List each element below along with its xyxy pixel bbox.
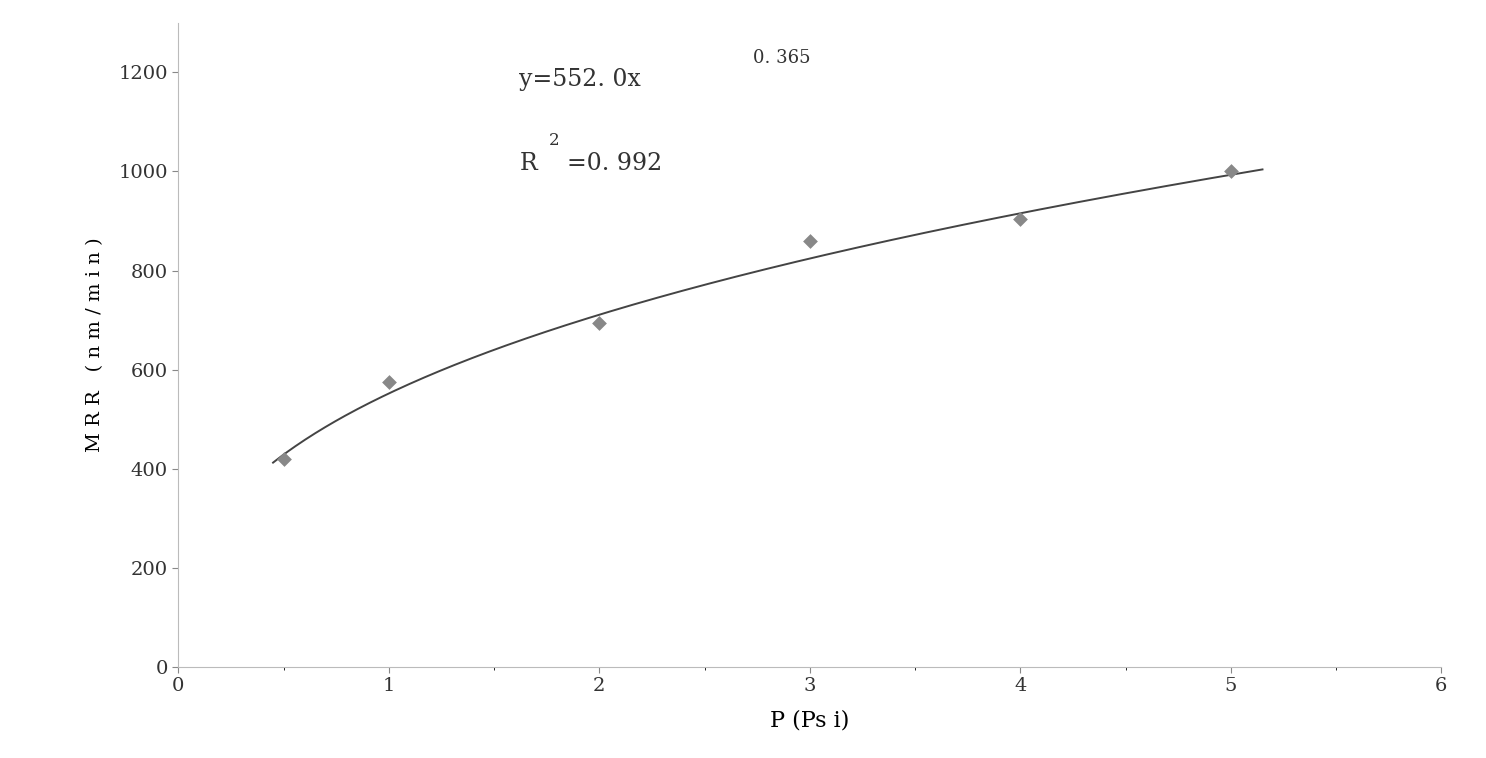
Y-axis label: M R R   ( n m / m i n ): M R R ( n m / m i n )	[86, 237, 104, 453]
Text: R: R	[520, 152, 536, 174]
Point	[1009, 212, 1033, 224]
Point	[587, 317, 611, 329]
X-axis label: P (Ps i): P (Ps i)	[770, 709, 850, 731]
Point	[272, 453, 296, 465]
Text: y=552. 0x: y=552. 0x	[520, 68, 640, 91]
Point	[377, 376, 401, 388]
Text: 2: 2	[548, 132, 559, 149]
Point	[798, 235, 822, 247]
Point	[1219, 165, 1242, 177]
Text: =0. 992: =0. 992	[568, 152, 663, 174]
Text: 0. 365: 0. 365	[753, 49, 810, 67]
